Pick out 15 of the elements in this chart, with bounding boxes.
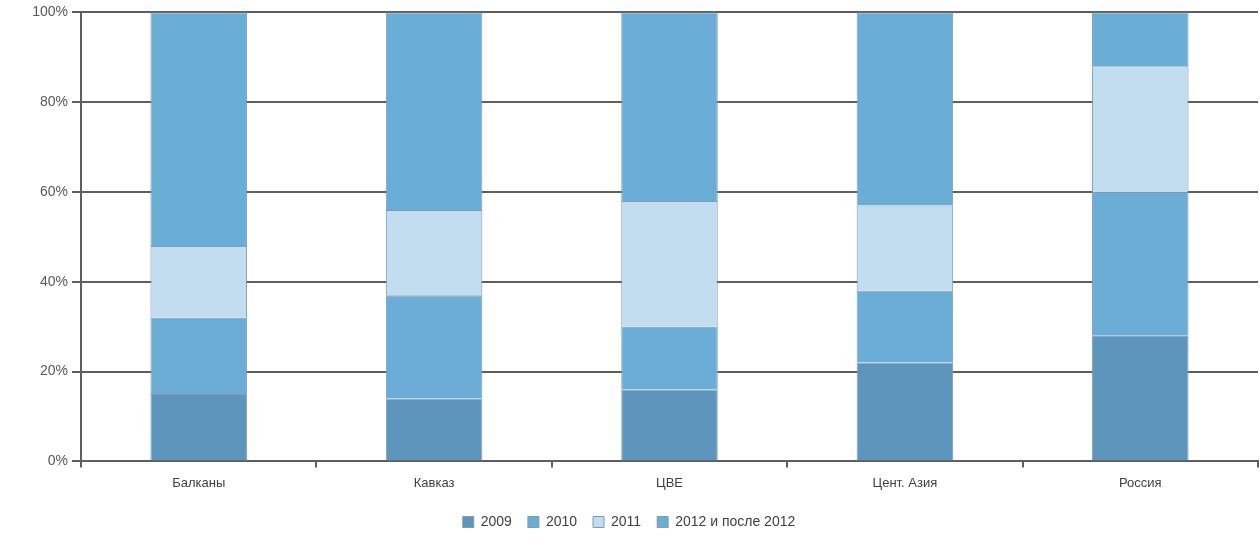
y-tick-label: 0% <box>47 452 68 469</box>
y-tick-label: 60% <box>39 182 68 199</box>
y-tick-label: 40% <box>39 272 68 289</box>
legend-label: 2012 и после 2012 <box>675 512 796 529</box>
x-tick-label: Цент. Азия <box>872 474 938 490</box>
y-tick-label: 100% <box>32 3 68 20</box>
y-tick-label: 80% <box>39 93 68 110</box>
x-tick-label: ЦВЕ <box>656 474 684 490</box>
y-tick-label: 20% <box>39 362 68 379</box>
x-tick-label: Балканы <box>172 474 226 490</box>
legend-label: 2010 <box>545 512 578 529</box>
x-tick-label: Кавказ <box>413 474 455 490</box>
x-tick-label: Россия <box>1118 474 1162 490</box>
legend-label: 2009 <box>480 512 513 529</box>
legend-label: 2011 <box>611 512 642 529</box>
